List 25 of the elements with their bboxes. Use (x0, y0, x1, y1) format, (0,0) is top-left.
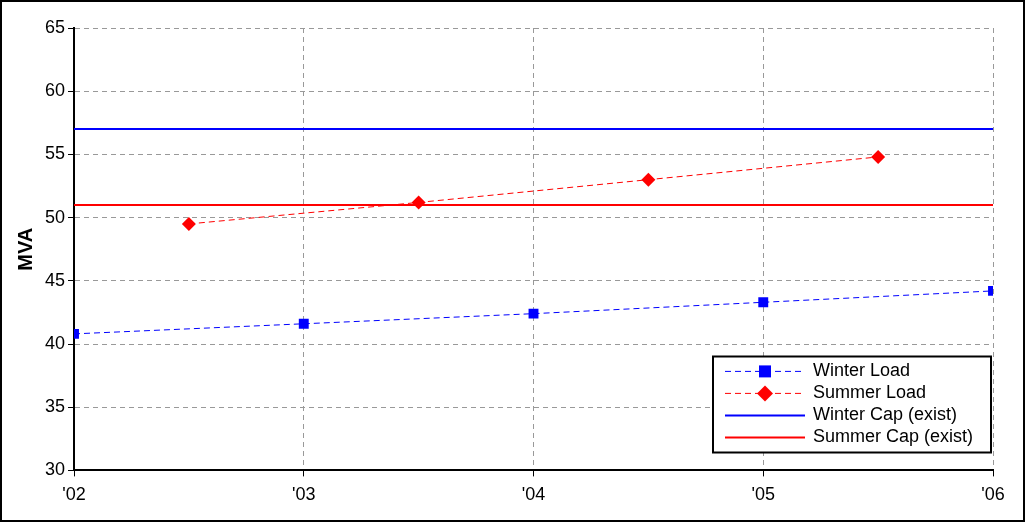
point (641, 172, 656, 187)
legend-label: Winter Load (813, 360, 911, 381)
x-tick-label: '06 (981, 484, 1005, 505)
point (528, 308, 539, 319)
y-tick-label: 50 (44, 206, 66, 227)
y-tick-label: 40 (44, 332, 66, 353)
point (181, 216, 196, 231)
x-tick-label: '05 (751, 484, 775, 505)
point (411, 195, 426, 210)
y-axis-title: MVA (13, 227, 36, 271)
y-tick-label: 45 (44, 269, 66, 290)
legend-label: Winter Cap (exist) (813, 404, 958, 425)
y-tick-label: 60 (44, 80, 66, 101)
y-tick-label: 55 (44, 143, 66, 164)
x-tick-label: '04 (521, 484, 546, 505)
y-tick-label: 35 (44, 396, 66, 417)
y-tick-label: 65 (44, 16, 66, 37)
x-tick-label: '02 (62, 484, 86, 505)
point (298, 318, 309, 329)
point (758, 297, 769, 308)
legend-label: Summer Load (813, 382, 927, 403)
point (871, 149, 886, 164)
legend-label: Summer Cap (exist) (813, 426, 974, 447)
y-tick-label: 30 (44, 459, 66, 480)
x-tick-label: '03 (292, 484, 316, 505)
